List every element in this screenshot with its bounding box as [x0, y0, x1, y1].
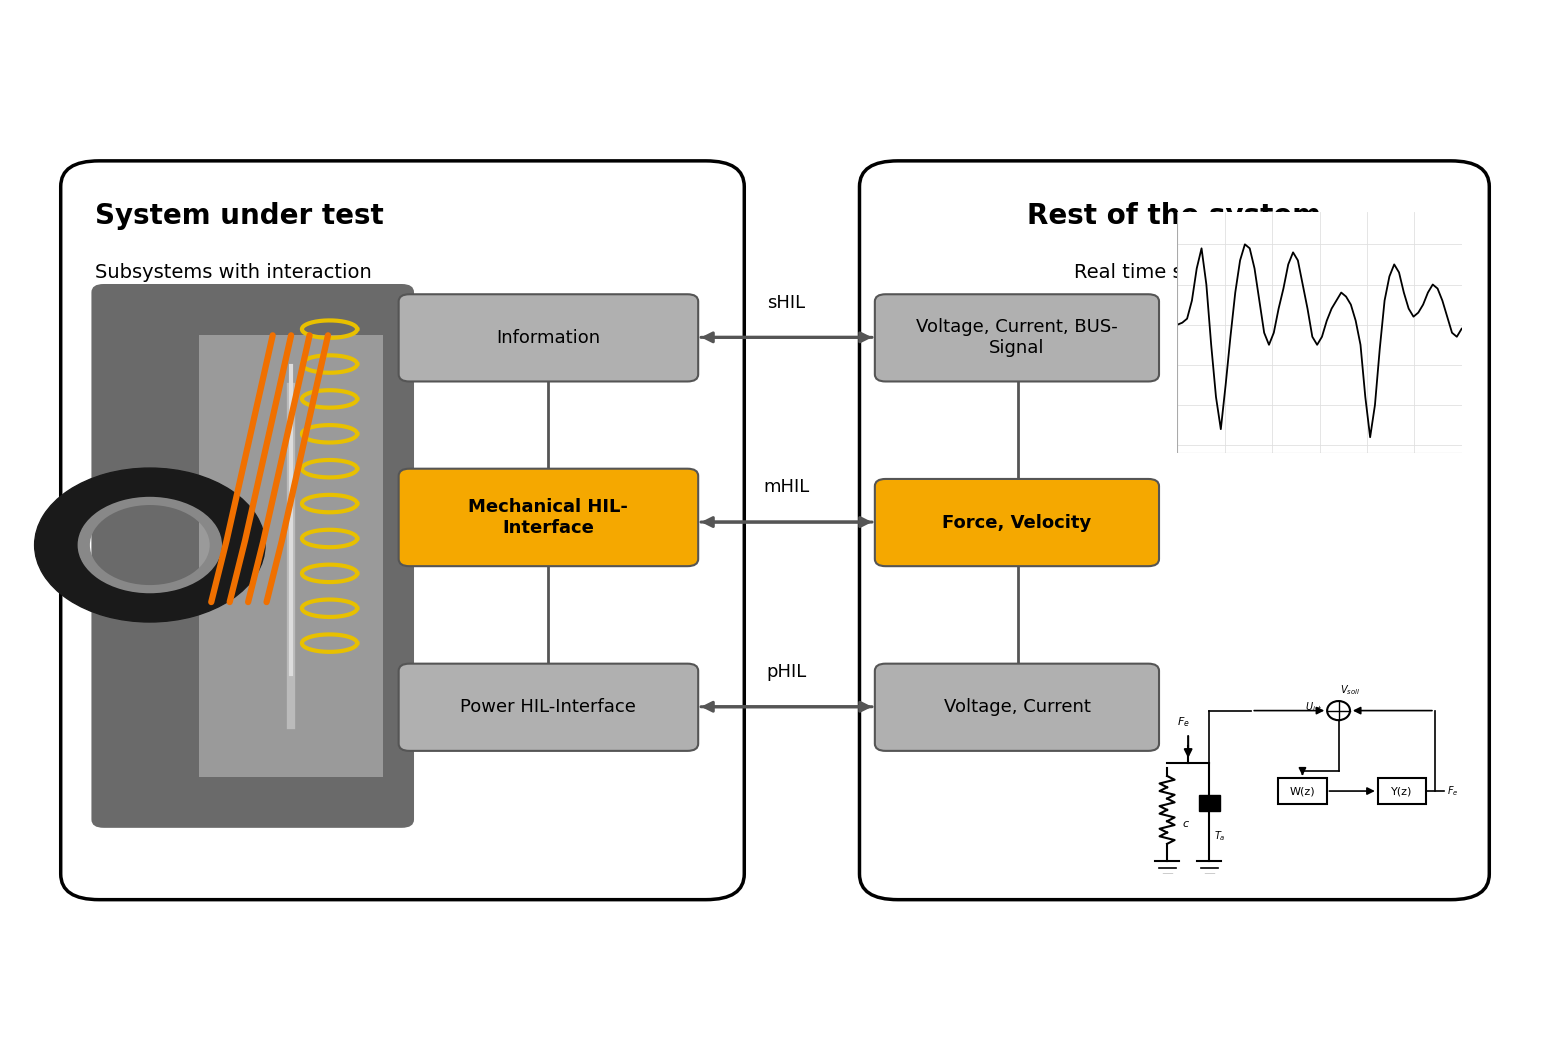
Wedge shape	[78, 497, 222, 593]
Text: Voltage, Current, BUS-
Signal: Voltage, Current, BUS- Signal	[916, 318, 1118, 358]
Text: Real time simulation: Real time simulation	[1074, 263, 1274, 283]
FancyBboxPatch shape	[398, 664, 698, 751]
FancyBboxPatch shape	[60, 161, 744, 900]
Text: Mechanical HIL-
Interface: Mechanical HIL- Interface	[468, 498, 628, 537]
FancyBboxPatch shape	[91, 284, 414, 828]
FancyBboxPatch shape	[874, 294, 1159, 382]
FancyBboxPatch shape	[198, 335, 383, 777]
FancyBboxPatch shape	[874, 664, 1159, 751]
Text: Rest of the system: Rest of the system	[1028, 202, 1322, 230]
Text: Power HIL-Interface: Power HIL-Interface	[460, 698, 637, 717]
Text: Information: Information	[496, 329, 600, 347]
FancyBboxPatch shape	[398, 294, 698, 382]
Text: Force, Velocity: Force, Velocity	[942, 514, 1091, 531]
Text: Subsystems with interaction: Subsystems with interaction	[95, 263, 372, 283]
FancyBboxPatch shape	[860, 161, 1490, 900]
Text: System under test: System under test	[95, 202, 383, 230]
FancyBboxPatch shape	[398, 469, 698, 566]
FancyBboxPatch shape	[874, 479, 1159, 566]
Wedge shape	[34, 468, 265, 622]
Text: Voltage, Current: Voltage, Current	[944, 698, 1090, 717]
Text: sHIL: sHIL	[767, 293, 806, 312]
Text: mHIL: mHIL	[764, 478, 809, 496]
Text: pHIL: pHIL	[766, 664, 806, 681]
